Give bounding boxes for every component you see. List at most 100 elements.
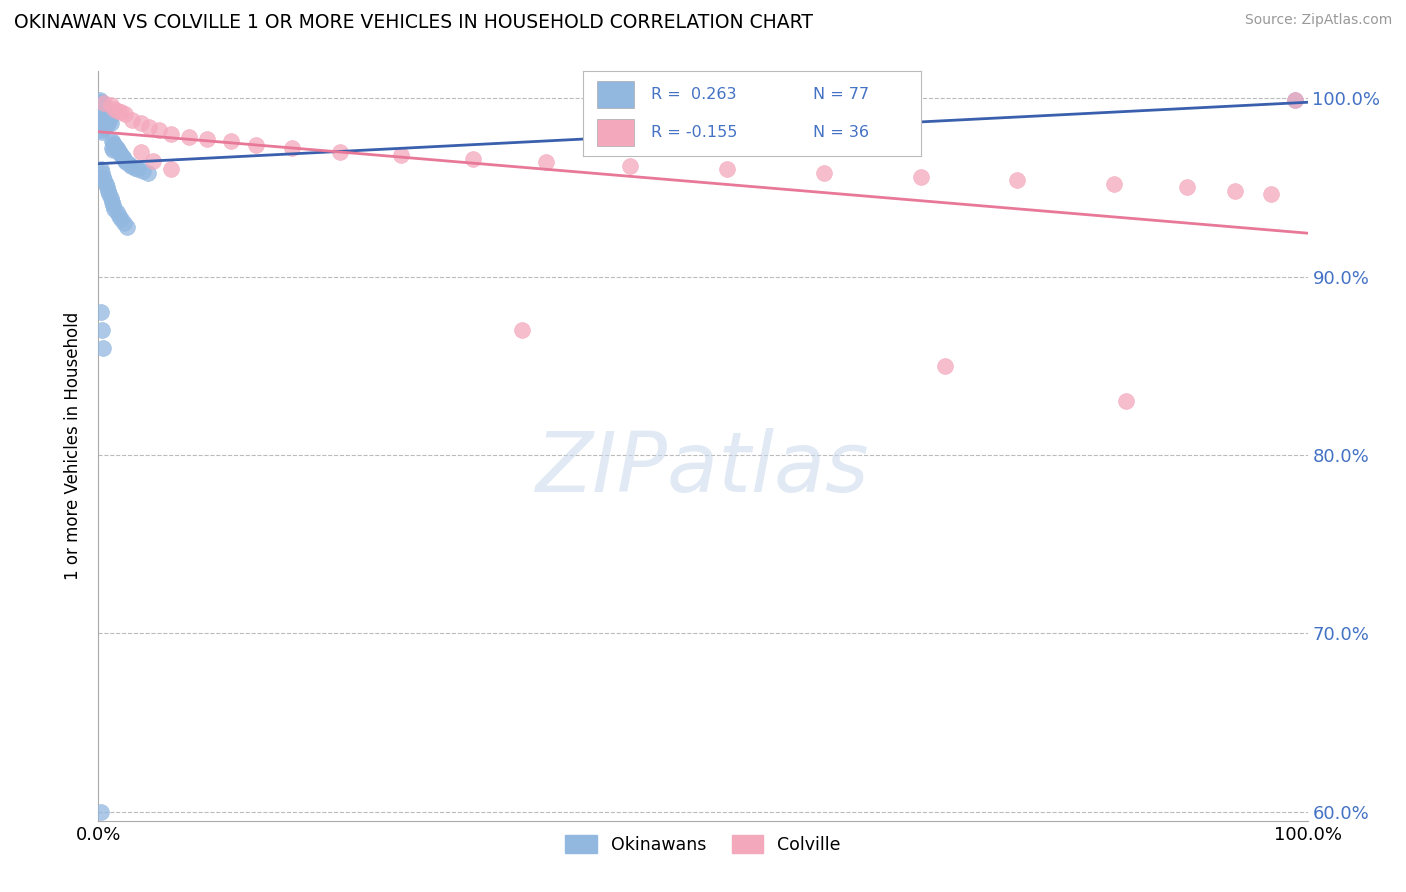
Point (93, 107, 115, 121)
Point (115, 155, 138, 169)
Point (1175, 180, 1198, 194)
Point (100, 194, 122, 209)
Point (93, 114, 115, 128)
Point (114, 107, 136, 121)
Point (91, 169, 114, 184)
Point (104, 139, 127, 153)
Point (91, 323, 114, 337)
Point (97, 105, 120, 120)
Point (716, 162, 738, 177)
Point (90, 305, 112, 319)
Point (1260, 187, 1282, 202)
Point (100, 191, 122, 205)
Point (160, 127, 183, 141)
Point (118, 157, 141, 171)
Point (160, 162, 183, 177)
Point (96, 103, 118, 118)
Point (91, 111, 114, 125)
Point (108, 146, 131, 161)
Point (934, 359, 956, 373)
Point (90, 102, 112, 116)
Point (110, 105, 132, 120)
Point (148, 123, 170, 137)
Point (94, 109, 117, 123)
Point (510, 323, 533, 337)
Point (91, 120, 114, 134)
Point (96, 111, 118, 125)
Point (98, 114, 121, 128)
Point (107, 143, 129, 157)
Point (91, 341, 114, 355)
Point (93, 100, 115, 114)
Point (105, 205, 128, 219)
Point (98, 187, 121, 202)
Point (1284, 93, 1306, 107)
Y-axis label: 1 or more Vehicles in Household: 1 or more Vehicles in Household (65, 312, 83, 580)
Point (94, 177, 117, 191)
Point (389, 148, 412, 162)
Point (619, 159, 641, 173)
Point (100, 134, 122, 148)
Point (91, 98, 114, 112)
Point (100, 109, 122, 123)
Point (94, 116, 117, 130)
Point (221, 134, 243, 148)
Point (120, 159, 142, 173)
Point (103, 202, 125, 216)
Point (90, 162, 112, 177)
Text: Source: ZipAtlas.com: Source: ZipAtlas.com (1244, 13, 1392, 28)
Point (124, 161, 146, 175)
FancyBboxPatch shape (598, 80, 634, 108)
Point (127, 162, 149, 177)
Point (132, 164, 155, 178)
Point (179, 130, 201, 145)
Point (91, 96, 114, 111)
Point (112, 152, 135, 166)
Point (100, 141, 122, 155)
Point (101, 198, 124, 212)
Point (142, 153, 165, 168)
Text: R =  0.263: R = 0.263 (651, 87, 737, 102)
Text: N = 77: N = 77 (813, 87, 869, 102)
Point (89, 103, 111, 118)
Text: R = -0.155: R = -0.155 (651, 125, 737, 140)
Point (90, 109, 112, 123)
Point (138, 120, 160, 134)
Point (108, 209, 131, 223)
FancyBboxPatch shape (598, 119, 634, 146)
Point (98, 107, 121, 121)
Point (121, 112, 143, 127)
Point (100, 98, 122, 112)
Point (534, 155, 557, 169)
Point (108, 145, 131, 159)
Point (94, 102, 117, 116)
Point (101, 136, 124, 150)
Point (110, 148, 132, 162)
Point (90, 805, 112, 819)
Point (97, 184, 120, 198)
Point (97, 112, 120, 127)
Point (96, 118, 118, 132)
Point (105, 141, 128, 155)
Point (136, 166, 159, 180)
Point (89, 98, 111, 112)
Point (1102, 177, 1125, 191)
Point (1284, 93, 1306, 107)
Point (91, 105, 114, 120)
Point (103, 102, 125, 116)
Point (91, 125, 114, 139)
Point (112, 216, 135, 230)
Point (91, 103, 114, 118)
Point (90, 95, 112, 109)
Point (195, 132, 218, 146)
Point (463, 152, 485, 166)
Legend: Okinawans, Colville: Okinawans, Colville (558, 828, 848, 861)
Point (91, 166, 114, 180)
Point (90, 123, 112, 137)
Point (89, 93, 111, 107)
Point (90, 116, 112, 130)
Point (93, 173, 115, 187)
Point (910, 169, 932, 184)
Point (813, 166, 835, 180)
Text: ZIPatlas: ZIPatlas (536, 428, 870, 509)
